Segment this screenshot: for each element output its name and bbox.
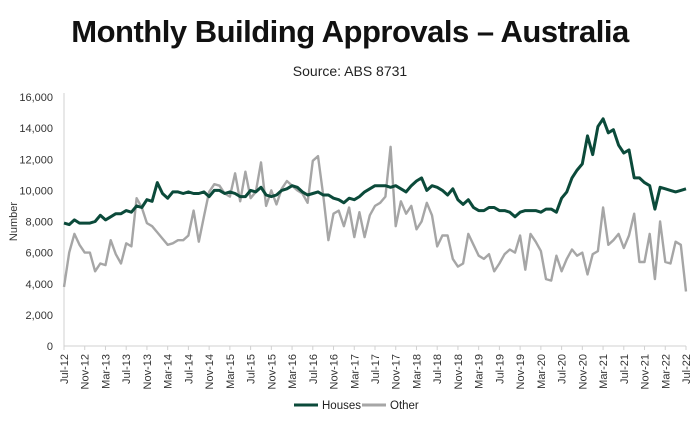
- y-tick-label: 4,000: [25, 279, 53, 291]
- y-tick-label: 6,000: [25, 248, 53, 260]
- x-tick-label: Mar-16: [287, 354, 299, 389]
- x-tick-label: Nov-13: [142, 354, 154, 389]
- x-tick-label: Mar-20: [536, 354, 548, 389]
- y-tick-label: 16,000: [19, 92, 53, 104]
- x-tick-label: Jul-22: [681, 354, 693, 384]
- chart-title: Monthly Building Approvals – Australia: [71, 14, 629, 49]
- y-tick-label: 14,000: [19, 123, 53, 135]
- x-tick-label: Jul-20: [557, 354, 569, 384]
- x-tick-label: Jul-18: [432, 354, 444, 384]
- x-tick-label: Mar-13: [100, 354, 112, 389]
- x-tick-label: Jul-16: [308, 354, 320, 384]
- legend-label-other: Other: [390, 400, 419, 412]
- y-tick-label: 0: [47, 341, 53, 353]
- x-tick-label: Jul-12: [59, 354, 71, 384]
- x-tick-label: Mar-19: [474, 354, 486, 389]
- y-tick-label: 2,000: [25, 310, 53, 322]
- series-line-houses: [63, 117, 687, 227]
- y-tick-label: 8,000: [25, 217, 53, 229]
- x-tick-label: Nov-14: [204, 354, 216, 389]
- series-line-other: [62, 145, 688, 292]
- x-tick-label: Mar-22: [660, 354, 672, 389]
- x-tick-label: Jul-13: [121, 354, 133, 384]
- x-tick-label: Mar-15: [225, 354, 237, 389]
- y-tick-label: 12,000: [19, 154, 53, 166]
- series-lines: [62, 117, 688, 292]
- x-tick-label: Nov-19: [515, 354, 527, 389]
- data-points-other: [63, 146, 687, 292]
- x-tick-label: Mar-14: [163, 354, 175, 389]
- x-tick-label: Mar-17: [349, 354, 361, 389]
- x-tick-label: Nov-21: [640, 354, 652, 389]
- x-tick-label: Jul-17: [370, 354, 382, 384]
- chart-subtitle: Source: ABS 8731: [292, 63, 408, 79]
- y-tick-label: 10,000: [19, 185, 53, 197]
- x-tick-label: Nov-20: [577, 354, 589, 389]
- axes: 0 2,000 4,000 6,000 8,000 10,000 12,000 14,000 1…: [8, 92, 693, 389]
- x-tick-label: Jul-19: [494, 354, 506, 384]
- x-tick-label: Nov-12: [80, 354, 92, 389]
- x-tick-label: Jul-21: [619, 354, 631, 384]
- legend-label-houses: Houses: [322, 400, 361, 412]
- y-axis-title: Number: [8, 202, 20, 241]
- x-tick-label: Nov-18: [453, 354, 465, 389]
- x-tick-label: Nov-15: [266, 354, 278, 389]
- x-tick-label: Mar-18: [411, 354, 423, 389]
- x-tick-label: Jul-14: [183, 354, 195, 384]
- x-tick-label: Nov-17: [391, 354, 403, 389]
- x-tick-label: Jul-15: [246, 354, 258, 384]
- x-tick-label: Nov-16: [329, 354, 341, 389]
- x-tick-label: Mar-21: [598, 354, 610, 389]
- legend: Houses Other: [294, 400, 419, 412]
- data-points-houses: [63, 118, 687, 225]
